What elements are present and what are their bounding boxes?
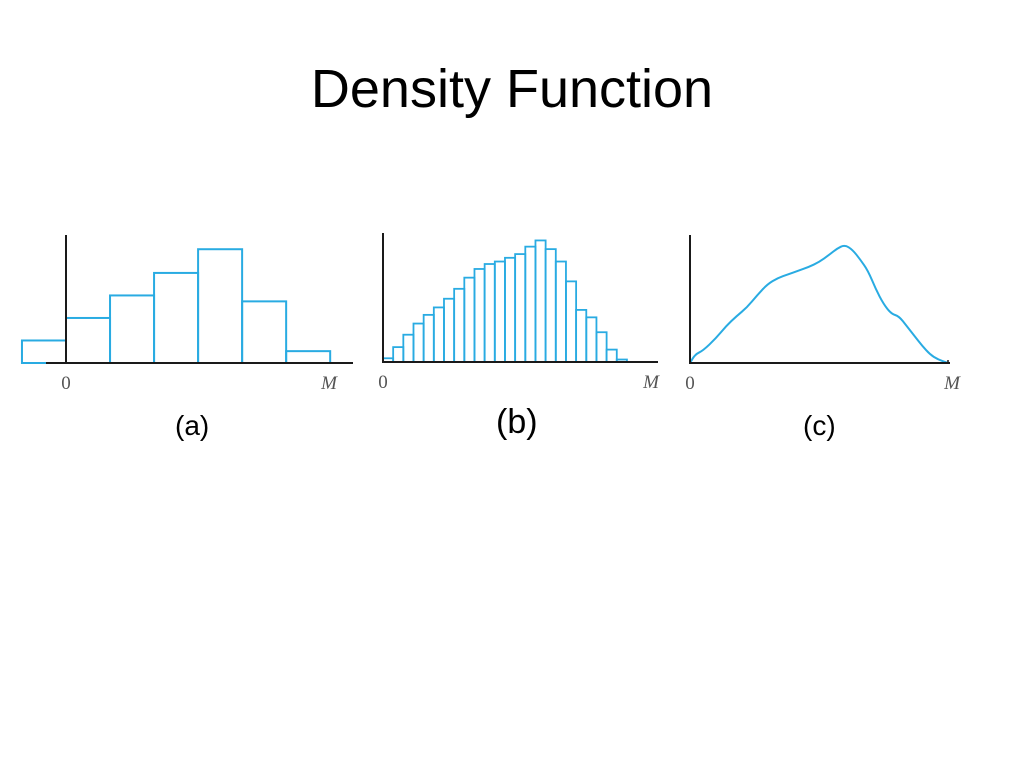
- chart-b-bar-15: [534, 239, 547, 363]
- chart-b-bar-17: [554, 260, 567, 363]
- chart-b-tick-label-0: 0: [378, 372, 388, 393]
- caption-a: (a): [175, 410, 210, 441]
- chart-b-bar-22: [605, 348, 618, 363]
- chart-b-bar-1: [392, 346, 405, 363]
- chart-b-bar-20: [585, 316, 598, 363]
- chart-a-tick-label-0: 0: [61, 373, 71, 394]
- chart-b-bar-18: [565, 280, 578, 363]
- chart-a-bar-2: [109, 294, 156, 364]
- caption-b: (b): [496, 403, 538, 441]
- chart-b-bar-5: [432, 306, 445, 363]
- chart-b-bar-13: [514, 253, 527, 363]
- chart-a-tick-label-m: M: [320, 373, 338, 394]
- caption-c: (c): [803, 410, 836, 441]
- chart-b-tick-label-m: M: [642, 372, 660, 393]
- chart-b-bar-21: [595, 331, 608, 363]
- chart-b-bar-10: [483, 263, 496, 363]
- chart-b-bar-14: [524, 245, 537, 363]
- chart-b-bar-3: [412, 322, 425, 363]
- chart-b-bar-4: [422, 313, 435, 363]
- chart-c-tick-label-m: M: [943, 373, 961, 394]
- chart-b-bar-11: [493, 260, 506, 363]
- chart-b-bar-8: [463, 276, 476, 363]
- chart-b-bar-19: [575, 309, 588, 363]
- chart-b-bar-6: [443, 297, 456, 363]
- chart-a-bar-3: [153, 271, 200, 364]
- chart-a-bar-0: [20, 339, 67, 365]
- chart-a-bar-1: [65, 316, 112, 364]
- chart-a-bar-5: [241, 300, 288, 364]
- chart-c-tick-label-0: 0: [685, 373, 695, 394]
- chart-a-bar-4: [197, 248, 244, 364]
- chart-b-bar-12: [504, 256, 517, 363]
- chart-a-bar-6: [285, 350, 332, 364]
- chart-c-density-line: [689, 244, 949, 364]
- slide-title: Density Function: [310, 59, 714, 119]
- chart-b-bar-7: [453, 287, 466, 363]
- chart-b-bar-9: [473, 268, 486, 363]
- chart-b-bar-2: [402, 333, 415, 363]
- chart-b-bar-16: [544, 248, 557, 363]
